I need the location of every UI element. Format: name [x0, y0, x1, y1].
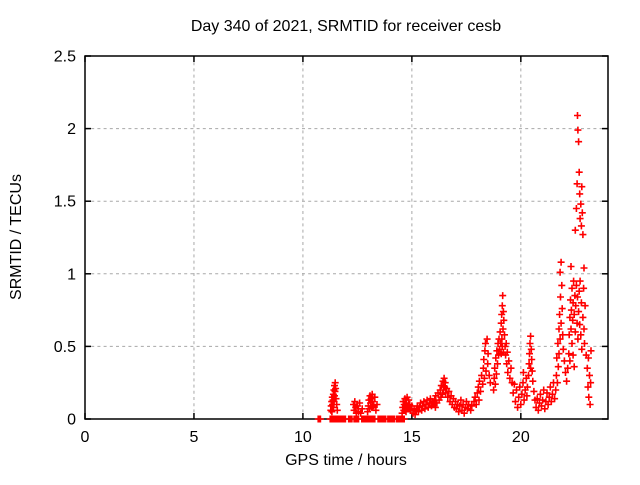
- y-tick-label: 1.5: [54, 194, 76, 211]
- y-axis-label: SRMTID / TECUs: [8, 174, 25, 300]
- y-tick-label: 0: [67, 412, 76, 429]
- data-points: [314, 112, 595, 423]
- y-tick-label: 2.5: [54, 49, 76, 66]
- chart-title: Day 340 of 2021, SRMTID for receiver ces…: [191, 18, 501, 35]
- grid-lines: [85, 56, 608, 419]
- x-axis-label: GPS time / hours: [285, 452, 407, 469]
- x-tick-label: 20: [512, 429, 530, 446]
- x-tick-label: 5: [190, 429, 199, 446]
- x-tick-label: 15: [403, 429, 421, 446]
- x-tick-label: 0: [81, 429, 90, 446]
- y-tick-label: 0.5: [54, 339, 76, 356]
- tick-labels: 0 5 10 15 20 0 0.5 1 1.5 2 2.5: [54, 49, 530, 447]
- x-tick-label: 10: [294, 429, 312, 446]
- scatter-plus-markers: [314, 112, 595, 423]
- y-tick-label: 1: [67, 266, 76, 283]
- y-tick-label: 2: [67, 121, 76, 138]
